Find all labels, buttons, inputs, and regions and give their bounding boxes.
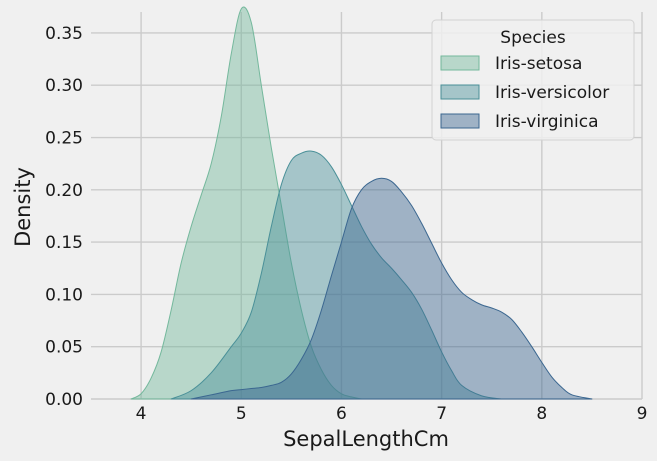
series-area-iris-setosa [130,6,362,400]
x-tick-label-2: 6 [336,404,347,424]
density-areas [130,6,593,400]
legend-label-iris-setosa: Iris-setosa [495,54,582,74]
legend-swatch-iris-virginica [440,113,480,129]
x-tick-label-3: 7 [436,404,447,424]
legend-label-iris-virginica: Iris-virginica [495,112,599,132]
legend-swatch-iris-versicolor [440,84,480,100]
legend-items: Iris-setosa Iris-versicolor Iris-virginica [440,54,609,132]
x-axis-label: SepalLengthCm [283,427,449,451]
y-tick-label-6: 0.30 [45,76,83,96]
y-tick-label-3: 0.15 [45,233,83,253]
grid [91,12,643,400]
legend-box [431,19,635,141]
x-tick-label-5: 9 [637,404,648,424]
x-tick-label-1: 5 [236,404,247,424]
legend-label-iris-versicolor: Iris-versicolor [495,83,609,103]
x-tick-label-0: 4 [136,404,147,424]
y-tick-label-5: 0.25 [45,129,83,149]
y-tick-label-2: 0.10 [45,285,83,305]
y-tick-label-7: 0.35 [45,24,83,44]
tick-labels: 4 5 6 7 8 9 0.00 0.05 0.10 0.15 0.20 0.25 0.30 0.35 [45,24,647,424]
y-tick-label-4: 0.20 [45,181,83,201]
legend-title: Species [500,28,566,48]
y-tick-label-1: 0.05 [45,338,83,358]
x-tick-label-4: 8 [536,404,547,424]
y-tick-label-0: 0.00 [45,390,83,410]
series-area-iris-versicolor [170,150,503,400]
legend-swatch-iris-setosa [440,55,480,71]
series-area-iris-virginica [190,177,593,400]
legend: Species Iris-setosa Iris-versicolor Iris-v… [431,19,635,141]
y-axis-label: Density [11,167,35,247]
